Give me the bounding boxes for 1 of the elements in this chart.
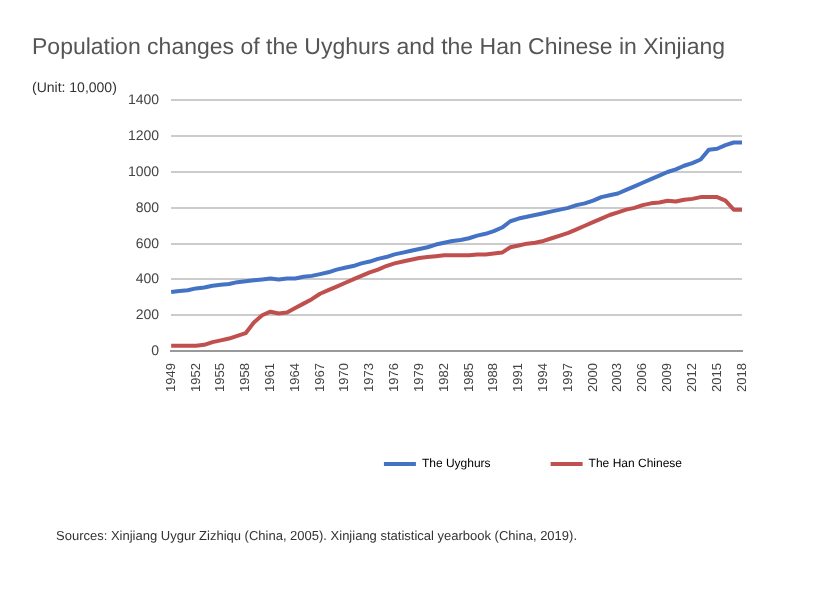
chart-title: Population changes of the Uyghurs and the Han Chinese in Xinjiang xyxy=(32,36,726,60)
